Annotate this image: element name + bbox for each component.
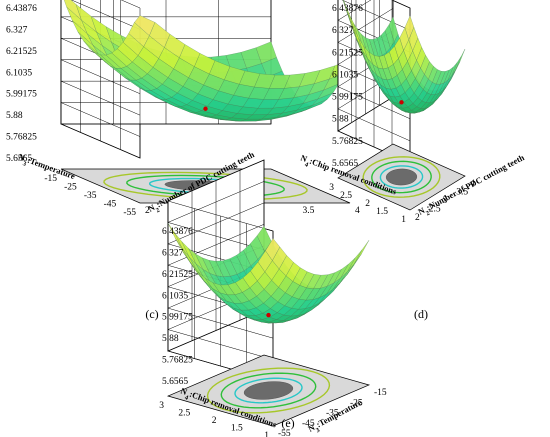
y-axis-ticks: 1 1.5 2 2.5 3 xyxy=(159,401,269,437)
y-tick-label: 2.5 xyxy=(178,409,190,419)
z-axis-ticks: 5.6565 5.76825 5.88 5.99175 6.1035 6.21525 6.3… xyxy=(6,4,37,164)
design-point xyxy=(399,100,404,105)
z-tick-label: 5.99175 xyxy=(162,313,193,323)
y-tick-label: 1 xyxy=(401,215,406,225)
x-tick-label: 4 xyxy=(470,179,475,189)
design-point xyxy=(203,106,208,111)
x-tick-label: 2 xyxy=(415,213,420,223)
x-tick-label: -55 xyxy=(278,429,291,437)
y-tick-label: 2 xyxy=(365,199,370,209)
y-axis-ticks: 1 1.5 2 2.5 3 xyxy=(329,183,406,225)
z-tick-label: 5.6565 xyxy=(332,159,358,169)
surface-cell xyxy=(455,48,466,70)
x-tick-label: 3 xyxy=(443,196,448,206)
x-tick-label: 3.5 xyxy=(456,188,468,198)
z-axis-ticks: 5.6565 5.76825 5.88 5.99175 6.1035 6.21525 6.3… xyxy=(332,4,363,169)
x-tick-label: 4 xyxy=(355,206,360,216)
x-tick-label: -35 xyxy=(326,409,339,419)
y-tick-label: 2 xyxy=(212,416,217,426)
contour-line xyxy=(234,377,303,404)
contour-line xyxy=(362,156,441,198)
z-tick-label: 5.76825 xyxy=(332,137,363,147)
y-tick-label: 1.5 xyxy=(231,424,243,434)
y-tick-label: 3 xyxy=(329,183,334,193)
design-point xyxy=(266,312,271,318)
z-gridline xyxy=(341,0,411,31)
contour-line xyxy=(206,367,331,414)
x-tick-label: -15 xyxy=(374,388,387,398)
x-tick-label: 3.5 xyxy=(303,206,315,216)
contour-line xyxy=(379,165,424,189)
z-tick-label: 5.6565 xyxy=(162,377,188,387)
z-tick-label: 6.43876 xyxy=(6,4,37,14)
x-axis-ticks: 2 2.53 3.54 xyxy=(415,179,475,223)
contour-line xyxy=(385,168,418,186)
z-tick-label: 5.99175 xyxy=(6,90,37,100)
x-tick-label: 2 xyxy=(145,206,150,216)
x-tick-label: -25 xyxy=(350,398,363,408)
z-tick-label: 5.6565 xyxy=(6,154,32,164)
y-axis-ticks: -55 -45 -35 -25 -15 xyxy=(44,174,136,218)
z-tick-label: 6.21525 xyxy=(6,47,37,57)
y-tick-label: -55 xyxy=(123,208,136,218)
z-tick-label: 6.21525 xyxy=(332,48,363,58)
surface-panel-d: 5.6565 5.76825 5.88 5.99175 6.1035 6.21525 6.3… xyxy=(299,0,526,321)
x-axis-ticks: -55 -45 -35 -25 -15 xyxy=(278,388,387,437)
y-tick-label: 1 xyxy=(264,431,269,437)
response-surface xyxy=(342,0,466,114)
surface-cell xyxy=(451,56,462,76)
contour-line xyxy=(103,171,308,201)
y-tick-label: -35 xyxy=(84,191,97,201)
z-tick-label: 6.1035 xyxy=(332,70,358,80)
z-axis-ticks: 5.6565 5.76825 5.88 5.99175 6.1035 6.21525 6.3… xyxy=(162,227,193,387)
panel-label: (c) xyxy=(145,307,158,321)
z-tick-label: 5.76825 xyxy=(162,356,193,366)
panel-label: (d) xyxy=(414,307,428,321)
y-tick-label: -25 xyxy=(64,183,77,193)
response-surface xyxy=(64,0,351,122)
z-tick-label: 6.1035 xyxy=(6,68,32,78)
panel-label: (e) xyxy=(281,416,294,430)
z-tick-label: 6.43876 xyxy=(332,4,363,14)
contour-line xyxy=(371,160,432,194)
surface-panel-c: 5.6565 5.76825 5.88 5.99175 6.1035 6.21525 6.3… xyxy=(6,0,360,321)
contour-line xyxy=(220,372,317,409)
z-tick-label: 6.327 xyxy=(162,248,184,258)
surface-cell xyxy=(347,249,363,272)
surface-cell xyxy=(354,240,370,264)
z-tick-label: 5.88 xyxy=(6,111,23,121)
x-tick-label: -45 xyxy=(302,419,315,429)
z-tick-label: 6.21525 xyxy=(162,270,193,280)
z-tick-label: 6.1035 xyxy=(162,291,188,301)
y-tick-label: -15 xyxy=(44,174,57,184)
contour-line xyxy=(243,381,294,400)
z-tick-label: 5.99175 xyxy=(332,93,363,103)
z-tick-label: 6.327 xyxy=(6,25,28,35)
z-tick-label: 5.76825 xyxy=(6,133,37,143)
response-surface xyxy=(167,223,370,324)
z-tick-label: 6.327 xyxy=(332,26,354,36)
x-tick-label: 2.5 xyxy=(429,205,441,215)
y-tick-label: 3 xyxy=(159,401,164,411)
z-tick-label: 5.88 xyxy=(332,115,349,125)
y-tick-label: 2.5 xyxy=(340,191,352,201)
y-tick-label: -45 xyxy=(104,200,117,210)
z-tick-label: 6.43876 xyxy=(162,227,193,237)
surface-cell xyxy=(340,257,356,278)
z-tick-label: 5.88 xyxy=(162,334,179,344)
y-tick-label: 1.5 xyxy=(376,207,388,217)
